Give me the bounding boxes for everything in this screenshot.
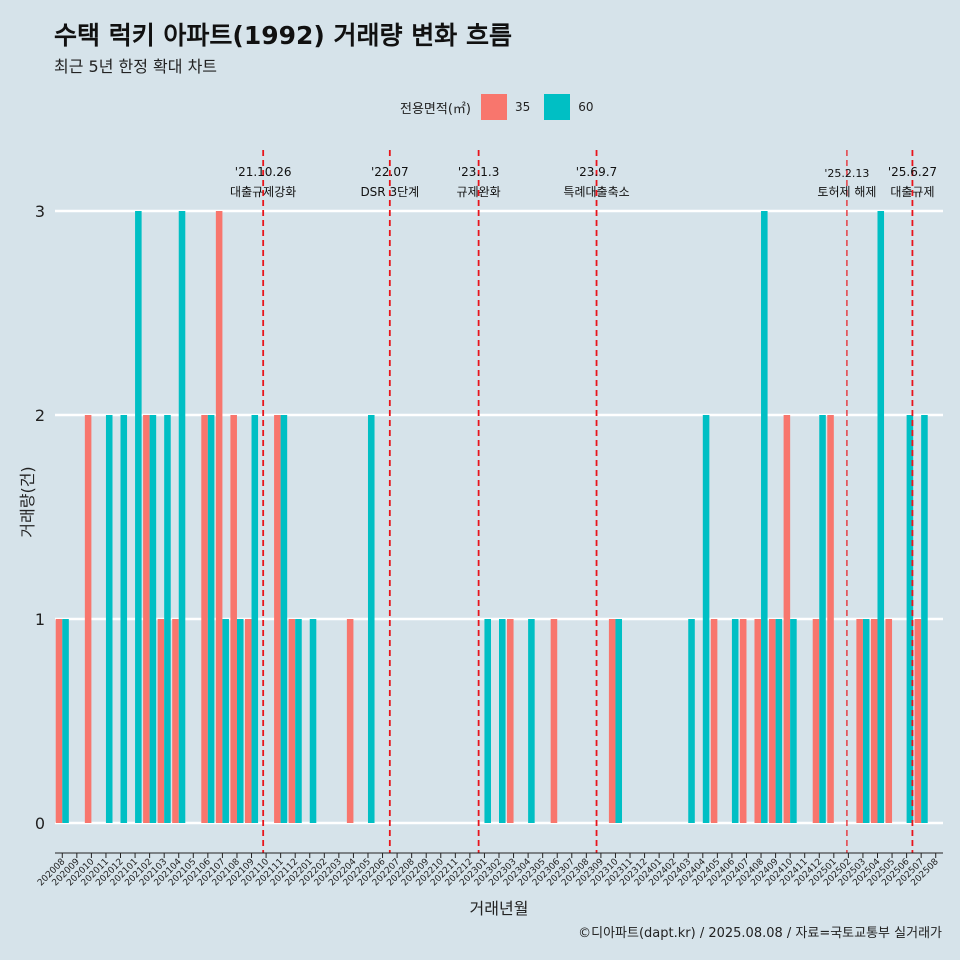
- y-tick-label: 2: [35, 406, 45, 425]
- y-tick-label: 1: [35, 610, 45, 629]
- y-tick-label: 0: [35, 814, 45, 833]
- event-text-label: 특례대출축소: [563, 185, 629, 199]
- source-caption: ©디아파트(dapt.kr) / 2025.08.08 / 자료=국토교통부 실…: [578, 926, 942, 941]
- bar-35-202106: [201, 415, 208, 823]
- bar-35-202412: [812, 619, 820, 823]
- bar-60-202302: [499, 619, 506, 823]
- event-date-label: '23.9.7: [576, 165, 617, 179]
- bar-35-202306: [550, 619, 558, 823]
- bar-60-202403: [688, 619, 695, 823]
- bar-35-202504: [870, 619, 878, 823]
- event-date-label: '21.10.26: [235, 165, 292, 179]
- bar-60-202109: [251, 415, 259, 823]
- bar-60-202112: [295, 619, 302, 823]
- bar-60-202102: [149, 415, 157, 823]
- event-text-label: DSR 3단계: [360, 185, 419, 199]
- bar-35-202408: [754, 619, 762, 823]
- bar-60-202012: [120, 415, 128, 823]
- bar-35-202409: [769, 619, 776, 823]
- bar-60-202108: [236, 619, 244, 823]
- y-tick-label: 3: [35, 202, 45, 221]
- event-text-label: 대출규제강화: [230, 185, 296, 199]
- bar-60-202412: [819, 415, 826, 823]
- y-axis-title: 거래량(건): [18, 466, 37, 537]
- bar-60-202504: [877, 211, 885, 823]
- bar-35-202102: [143, 415, 150, 823]
- bar-60-202310: [615, 619, 623, 823]
- bar-60-202205: [367, 415, 375, 823]
- bar-60-202404: [702, 415, 710, 823]
- bar-35-202112: [288, 619, 296, 823]
- bar-35-202501: [827, 415, 834, 823]
- event-text-label: 대출규제: [890, 185, 934, 199]
- bar-60-202106: [207, 415, 215, 823]
- bar-35-202503: [856, 619, 863, 823]
- bar-35-202407: [739, 619, 747, 823]
- bar-60-202406: [731, 619, 739, 823]
- bar-35-202103: [157, 619, 165, 823]
- bar-35-202505: [885, 619, 893, 823]
- bar-60-202111: [280, 415, 288, 823]
- bar-60-202201: [309, 619, 317, 823]
- legend: 전용면적(㎡) 35 60: [400, 93, 608, 121]
- bar-60-202408: [761, 211, 768, 823]
- bar-60-202506: [906, 415, 914, 823]
- bar-60-202104: [178, 211, 186, 823]
- event-date-label: '25.6.27: [888, 165, 937, 179]
- event-date-label: '23.1.3: [458, 165, 499, 179]
- bar-35-202410: [783, 415, 791, 823]
- bar-60-202409: [775, 619, 783, 823]
- event-date-label: '25.2.13: [824, 167, 869, 180]
- legend-label-35: 35: [514, 100, 531, 114]
- bar-35-202107: [215, 211, 223, 823]
- bar-35-202010: [84, 415, 92, 823]
- x-axis-title: 거래년월: [470, 899, 529, 918]
- legend-key-60: [544, 94, 571, 120]
- bar-35-202111: [274, 415, 281, 823]
- bar-60-202507: [921, 415, 928, 823]
- chart-subtitle: 최근 5년 한정 확대 차트: [54, 57, 218, 76]
- bar-60-202410: [790, 619, 797, 823]
- bar-60-202101: [135, 211, 142, 823]
- chart-title: 수택 럭키 아파트(1992) 거래량 변화 흐름: [54, 21, 512, 50]
- bar-60-202503: [862, 619, 870, 823]
- bar-60-202301: [484, 619, 491, 823]
- bar-35-202108: [230, 415, 237, 823]
- bar-35-202204: [346, 619, 354, 823]
- event-text-label: 규제완화: [457, 185, 501, 199]
- event-date-label: '22.07: [371, 165, 409, 179]
- bar-60-202107: [222, 619, 229, 823]
- bar-60-202103: [164, 415, 171, 823]
- event-text-label: 토허제 해제: [817, 185, 876, 199]
- bar-60-202011: [105, 415, 113, 823]
- bar-35-202310: [608, 619, 616, 823]
- legend-label-60: 60: [578, 100, 594, 114]
- bar-35-202405: [710, 619, 718, 823]
- bar-35-202303: [507, 619, 514, 823]
- bar-35-202507: [914, 619, 922, 823]
- bar-60-202304: [528, 619, 535, 823]
- bar-35-202104: [172, 619, 179, 823]
- legend-title: 전용면적(㎡): [400, 101, 471, 117]
- bar-35-202109: [244, 619, 252, 823]
- legend-key-35: [480, 94, 507, 120]
- bar-35-202008: [55, 619, 63, 823]
- bar-60-202008: [62, 619, 69, 823]
